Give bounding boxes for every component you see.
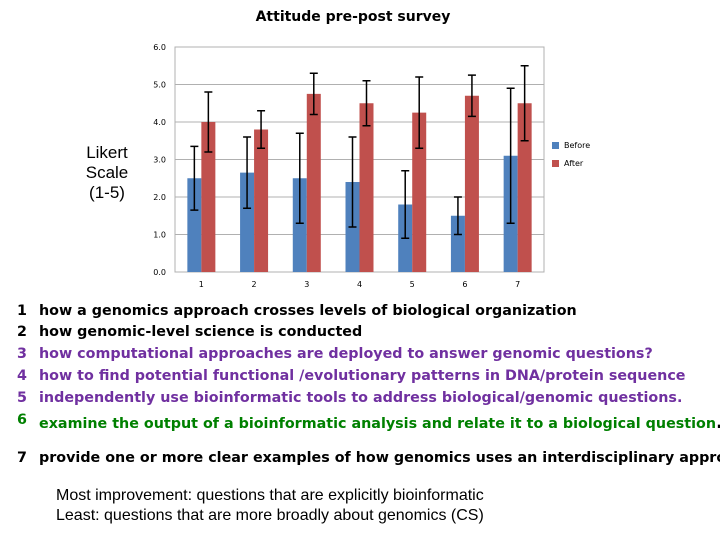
bar-after	[359, 103, 374, 272]
question-text-body: examine the output of a bioinformatic an…	[39, 416, 717, 432]
x-tick-label: 7	[515, 280, 520, 289]
y-axis-label-line-1: Likert	[86, 143, 128, 162]
legend-swatch-after	[552, 159, 559, 167]
question-number: 1	[17, 303, 27, 319]
y-tick-label: 6.0	[153, 43, 166, 52]
bar-after	[412, 112, 427, 272]
x-tick-label: 2	[252, 280, 257, 289]
bar-after	[517, 103, 532, 272]
bar-after	[254, 129, 269, 272]
bar-after	[464, 95, 479, 272]
question-number: 5	[17, 390, 27, 406]
bar-chart: 0.0 1.0 2.0 3.0 4.0 5.0 6.0 1 2 3 4 5 6 7	[153, 43, 545, 289]
y-tick-label: 4.0	[153, 118, 166, 127]
x-tick-label: 3	[304, 280, 309, 289]
legend-item-before: Before	[552, 136, 590, 154]
y-axis-label-line-2: Scale	[85, 163, 129, 182]
question-number: 7	[17, 450, 27, 466]
y-axis-label-line-3: (1-5)	[89, 183, 125, 202]
y-tick-label: 2.0	[153, 193, 166, 202]
y-tick-label: 0.0	[153, 268, 166, 277]
bar-before	[187, 178, 202, 272]
chart-title: Attitude pre-post survey	[255, 9, 451, 25]
y-axis-label: Likert Scale (1-5)	[78, 143, 136, 203]
legend-swatch-before	[552, 141, 559, 149]
legend: Before After	[552, 136, 590, 172]
question-text: how genomic-level science is conducted	[39, 324, 363, 340]
question-text: examine the output of a bioinformatic an…	[39, 412, 720, 433]
summary-most: Most improvement: questions that are exp…	[56, 487, 484, 504]
y-tick-label: 1.0	[153, 231, 166, 240]
x-tick-label: 1	[199, 280, 204, 289]
y-tick-label: 5.0	[153, 81, 166, 90]
question-text: independently use bioinformatic tools to…	[39, 390, 683, 406]
bar-before	[292, 178, 307, 272]
y-tick-label: 3.0	[153, 156, 166, 165]
question-text: how to find potential functional /evolut…	[39, 368, 686, 384]
x-tick-label: 4	[357, 280, 362, 289]
bar-after	[306, 93, 321, 272]
legend-label-after: After	[564, 158, 584, 168]
question-number: 2	[17, 324, 27, 340]
x-tick-label: 5	[410, 280, 415, 289]
summary: Most improvement: questions that are exp…	[56, 486, 484, 526]
question-text: provide one or more clear examples of ho…	[39, 450, 720, 466]
bar-before	[450, 215, 465, 272]
x-tick-label: 6	[462, 280, 467, 289]
bar-before	[240, 172, 255, 272]
question-text: how computational approaches are deploye…	[39, 346, 653, 362]
legend-item-after: After	[552, 154, 590, 172]
bar-after	[201, 122, 216, 272]
question-number: 6	[17, 412, 27, 428]
question-number: 4	[17, 368, 27, 384]
legend-label-before: Before	[564, 140, 591, 150]
question-text-end: .	[716, 412, 720, 433]
question-text: how a genomics approach crosses levels o…	[39, 303, 577, 319]
question-number: 3	[17, 346, 27, 362]
summary-least: Least: questions that are more broadly a…	[56, 507, 484, 524]
